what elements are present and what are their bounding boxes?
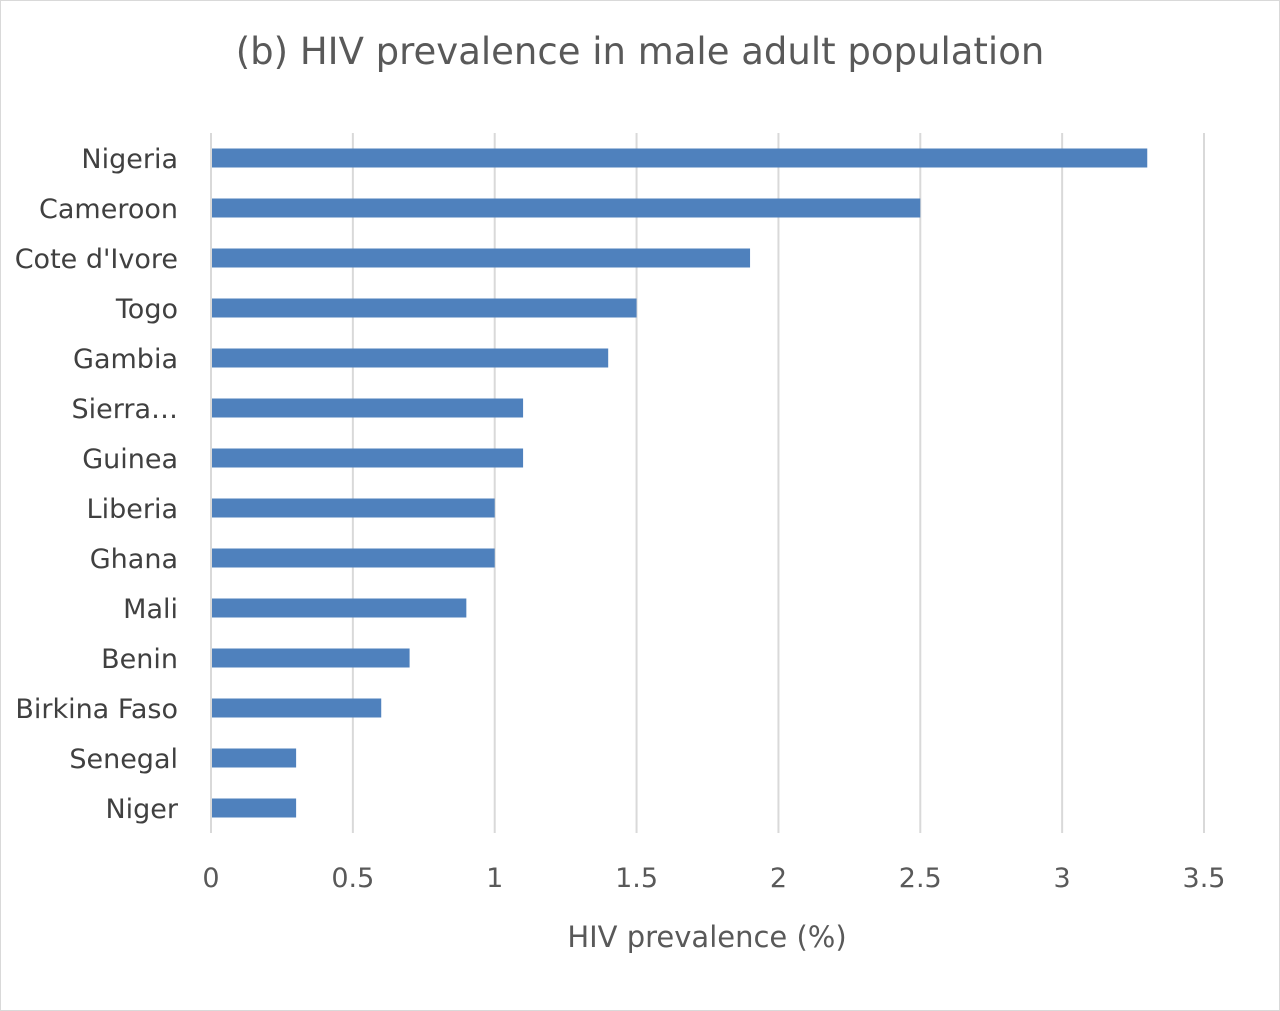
category-label: Niger: [105, 794, 178, 825]
category-label: Cote d'Ivore: [15, 244, 178, 275]
bar: [212, 198, 921, 218]
chart-title: (b) HIV prevalence in male adult populat…: [236, 30, 1045, 73]
bar: [212, 148, 1148, 168]
x-tick-label: 1.5: [615, 863, 658, 894]
bar: [212, 348, 609, 368]
category-label: Liberia: [87, 494, 178, 525]
bar: [212, 798, 297, 818]
x-tick-label: 2.5: [899, 863, 942, 894]
x-tick-label: 2: [770, 863, 787, 894]
x-tick-label: 0.5: [331, 863, 374, 894]
x-tick-label: 1: [486, 863, 503, 894]
x-axis-label: HIV prevalence (%): [567, 920, 846, 954]
category-labels: Nigeria Cameroon Cote d'Ivore Togo Gambia Sie…: [15, 144, 179, 825]
bar: [212, 298, 637, 318]
bar: [212, 548, 495, 568]
category-label: Togo: [115, 294, 178, 325]
bar: [212, 448, 524, 468]
category-label: Cameroon: [39, 194, 178, 225]
x-tick-label: 3: [1054, 863, 1071, 894]
bar: [212, 598, 467, 618]
category-label: Mali: [123, 594, 178, 625]
category-label: Senegal: [69, 744, 178, 775]
x-tick-labels: 0 0.5 1 1.5 2 2.5 3 3.5: [202, 863, 1225, 894]
gridlines: [210, 133, 1205, 833]
bar: [212, 498, 495, 518]
category-label: Guinea: [82, 444, 178, 475]
bar: [212, 648, 410, 668]
category-label: Nigeria: [81, 144, 178, 175]
bar: [212, 748, 297, 768]
x-tick-label: 3.5: [1183, 863, 1226, 894]
category-label: Ghana: [90, 544, 178, 575]
category-label: Gambia: [73, 344, 178, 375]
bar: [212, 698, 382, 718]
category-label: Benin: [101, 644, 178, 675]
bar: [212, 248, 751, 268]
bars: [212, 148, 1148, 818]
x-tick-label: 0: [202, 863, 219, 894]
category-label: Birkina Faso: [15, 694, 178, 725]
category-label: Sierra…: [71, 394, 178, 425]
bar: [212, 398, 524, 418]
